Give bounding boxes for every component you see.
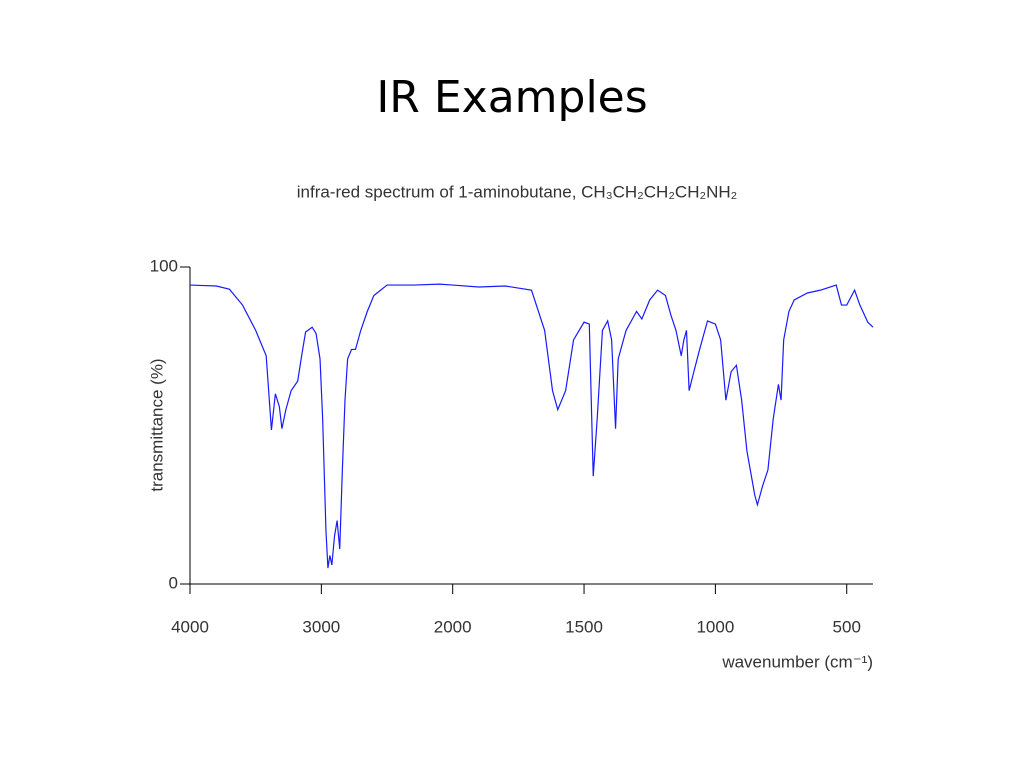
chart-subtitle: infra-red spectrum of 1-aminobutane, CH₃… bbox=[297, 182, 738, 201]
x-tick-label: 1500 bbox=[565, 617, 603, 636]
x-tick-label: 1000 bbox=[696, 617, 734, 636]
x-tick-label: 500 bbox=[833, 617, 861, 636]
slide-title: IR Examples bbox=[376, 72, 647, 123]
y-axis-label: transmittance (%) bbox=[147, 358, 166, 491]
x-axis-label: wavenumber (cm⁻¹) bbox=[721, 652, 873, 671]
x-tick-label: 4000 bbox=[171, 617, 209, 636]
x-tick-label: 2000 bbox=[434, 617, 472, 636]
x-tick-label: 3000 bbox=[302, 617, 340, 636]
y-tick-label: 100 bbox=[150, 256, 178, 275]
y-tick-label: 0 bbox=[169, 573, 178, 592]
spectrum-line bbox=[189, 283, 874, 569]
